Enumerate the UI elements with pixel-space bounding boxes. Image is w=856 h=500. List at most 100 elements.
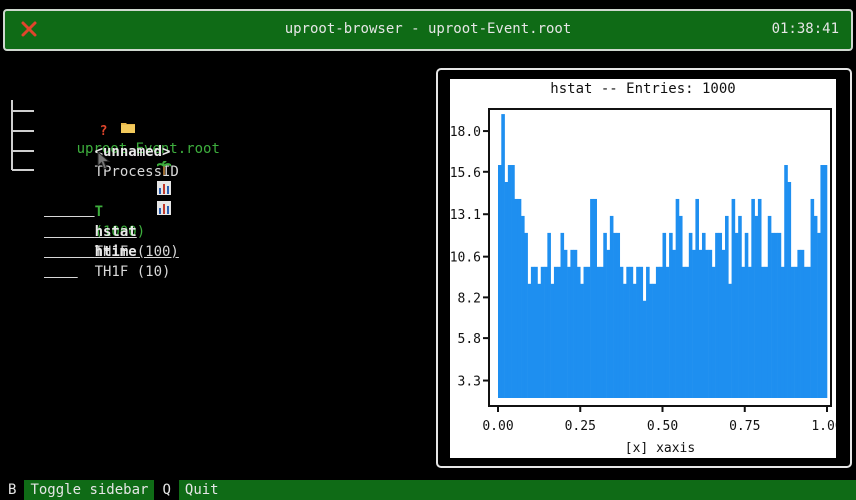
- histogram-bar: [596, 266, 601, 398]
- histogram-bar: [790, 266, 795, 398]
- histogram-bar: [688, 232, 693, 398]
- tree-item-type: TH1F (100): [94, 244, 179, 260]
- toggle-sidebar-label[interactable]: Toggle sidebar: [30, 482, 149, 498]
- histogram-bar: [616, 232, 621, 398]
- footer-bar: B Toggle sidebar Q Quit: [0, 480, 856, 500]
- y-tick-label: 10.6: [450, 251, 481, 266]
- histogram-bar: [777, 232, 782, 398]
- histogram-bar: [649, 283, 653, 398]
- x-tick-label: 1.00: [811, 419, 836, 434]
- histogram-bar: [698, 249, 703, 398]
- histogram-bar: [741, 266, 746, 398]
- bar-chart-icon: [95, 161, 172, 222]
- histogram-bar: [632, 283, 637, 398]
- histogram-bar: [576, 266, 581, 398]
- histogram-bar: [659, 266, 663, 398]
- tree-root[interactable]: uproot-Event.root: [8, 80, 220, 157]
- histogram-bar: [734, 232, 739, 398]
- histogram-bar: [705, 249, 709, 398]
- histogram-bar: [780, 266, 785, 398]
- histogram-bar: [590, 198, 594, 398]
- histogram-bar: [800, 249, 805, 398]
- quit-label[interactable]: Quit: [184, 482, 219, 498]
- y-tick-label: 18.0: [450, 125, 481, 140]
- histogram-bar: [557, 266, 561, 398]
- histogram-bar: [695, 198, 699, 398]
- histogram-bar: [820, 165, 825, 398]
- histogram-bar: [563, 249, 568, 398]
- histogram-bar: [764, 266, 769, 398]
- histogram-bar: [570, 249, 574, 398]
- y-tick-label: 13.1: [450, 208, 481, 223]
- tree-item-htime[interactable]: htime TH1F (10): [44, 161, 172, 280]
- histogram-bar: [567, 266, 571, 398]
- histogram-bar: [652, 283, 657, 398]
- histogram-bar: [682, 266, 686, 398]
- histogram-bar: [537, 283, 542, 398]
- histogram-bar: [725, 215, 729, 398]
- histogram-bar: [685, 266, 690, 398]
- histogram-bar: [540, 266, 545, 398]
- tree-connector-lines: [11, 100, 34, 171]
- histogram-bar: [613, 232, 617, 398]
- histogram-bar: [626, 266, 630, 398]
- histogram-bar: [498, 165, 502, 398]
- histogram-bar: [573, 249, 578, 398]
- key-hint-q[interactable]: Q: [154, 480, 179, 500]
- histogram-bar: [623, 283, 627, 398]
- tree-item-name: htime: [94, 244, 137, 260]
- key-hint-b[interactable]: B: [0, 480, 25, 500]
- histogram-bar: [580, 283, 584, 398]
- folder-icon: [59, 100, 136, 160]
- histogram-bar: [669, 232, 673, 398]
- histogram-bar: [748, 266, 752, 398]
- tree-root-label: uproot-Event.root: [76, 141, 220, 157]
- plot-panel: hstat -- Entries: 1000 3.3 5.8 8.2 10.6 13.1…: [436, 68, 852, 468]
- clock: 01:38:41: [771, 21, 839, 37]
- histogram-bar: [553, 266, 558, 398]
- tree-item-unnamed[interactable]: ? <unnamed> TProcessID: [44, 101, 179, 180]
- histogram-bar: [757, 198, 762, 398]
- histogram-bar: [521, 215, 525, 398]
- histogram-bar: [655, 266, 660, 398]
- bar-chart-icon: [95, 181, 172, 242]
- app-title: uproot-browser - uproot-Event.root: [284, 21, 572, 37]
- tree-item-hstat[interactable]: hstat TH1F (100): [44, 141, 179, 260]
- histogram-bar: [534, 266, 538, 398]
- plot-title: hstat -- Entries: 1000: [550, 81, 736, 97]
- x-tick-label: 0.75: [729, 419, 760, 434]
- x-axis-label: [x] xaxis: [625, 441, 695, 456]
- histogram-bar: [767, 215, 772, 398]
- histogram-bar: [599, 266, 604, 398]
- tree-item-name: T: [94, 204, 104, 220]
- histogram-bar: [583, 266, 588, 398]
- histogram-bar: [514, 198, 519, 398]
- histogram-bar: [761, 266, 765, 398]
- histogram-bar: [646, 266, 650, 398]
- y-tick-label: 3.3: [458, 375, 481, 390]
- histogram-bar: [803, 266, 808, 398]
- histogram-bar: [586, 266, 591, 398]
- plot-canvas: hstat -- Entries: 1000 3.3 5.8 8.2 10.6 13.1…: [450, 79, 836, 458]
- histogram-bar: [524, 232, 528, 398]
- histogram-bar: [665, 266, 670, 398]
- histogram-bar: [606, 249, 611, 398]
- close-icon[interactable]: [19, 19, 39, 39]
- histogram-bar: [636, 266, 640, 398]
- histogram-bar: [507, 165, 512, 398]
- histogram-bar: [787, 181, 792, 398]
- histogram-bar: [744, 232, 749, 398]
- histogram-bar: [807, 266, 811, 398]
- tree-item-T[interactable]: T (1000): [44, 121, 173, 240]
- histogram-bar: [501, 114, 505, 398]
- histogram-bar: [527, 283, 532, 398]
- histogram-bar: [731, 198, 736, 398]
- x-tick-label: 0.25: [565, 419, 596, 434]
- tree-item-type: TH1F (10): [94, 264, 171, 280]
- histogram-bar: [711, 266, 716, 398]
- histogram-bar: [517, 198, 522, 398]
- histogram-bar: [708, 249, 713, 398]
- histogram-bar: [754, 215, 759, 398]
- y-tick-label: 5.8: [458, 332, 481, 347]
- histogram-bar: [662, 232, 667, 398]
